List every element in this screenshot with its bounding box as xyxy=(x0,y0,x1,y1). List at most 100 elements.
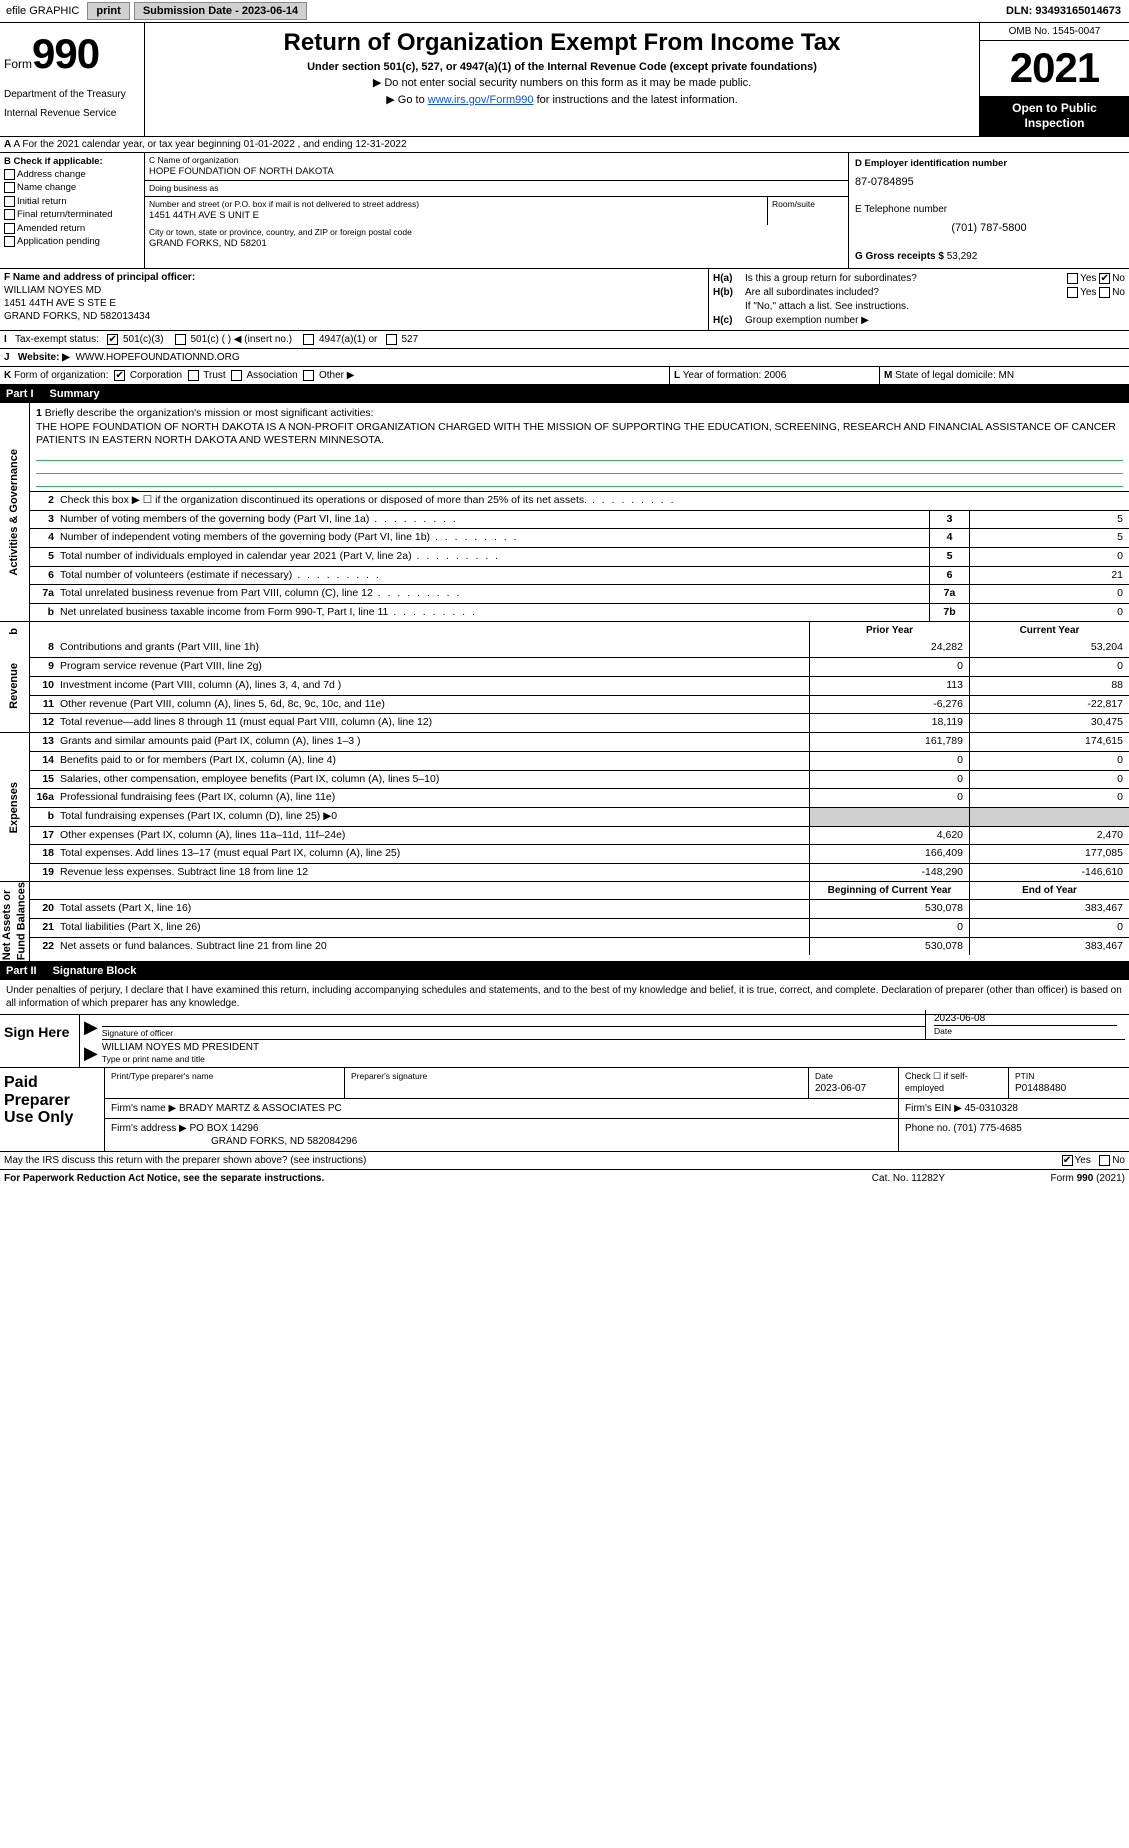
lbl-initial-return: Initial return xyxy=(17,196,67,207)
line-num: 2 xyxy=(30,492,58,510)
chk-other[interactable] xyxy=(303,370,314,381)
line-num: 7a xyxy=(30,585,58,603)
street-val: 1451 44TH AVE S UNIT E xyxy=(149,210,763,222)
final-row: For Paperwork Reduction Act Notice, see … xyxy=(0,1170,1129,1187)
gross-receipts: G Gross receipts $ 53,292 xyxy=(855,250,1123,263)
vtab-net-assets: Net Assets or Fund Balances xyxy=(0,882,30,960)
row-i-tax-status: I Tax-exempt status: 501(c)(3) 501(c) ( … xyxy=(0,331,1129,349)
prep-self-emp-lbl: Check ☐ if self-employed xyxy=(905,1071,1002,1094)
fin-row-13: 13Grants and similar amounts paid (Part … xyxy=(30,733,1129,751)
cell-current-year: 0 xyxy=(969,919,1129,937)
cell-current-year: 383,467 xyxy=(969,938,1129,956)
chk-app-pending[interactable] xyxy=(4,236,15,247)
tel-val: (701) 787-5800 xyxy=(855,219,1123,235)
fin-row-14: 14Benefits paid to or for members (Part … xyxy=(30,751,1129,770)
block-fh: F Name and address of principal officer:… xyxy=(0,269,1129,331)
firm-phone-lbl: Phone no. xyxy=(905,1123,951,1134)
cell-current-year: 53,204 xyxy=(969,639,1129,657)
arrow-icon: ▶ xyxy=(84,1016,98,1039)
cell-prior-year: 0 xyxy=(809,752,969,770)
col-f-officer: F Name and address of principal officer:… xyxy=(0,269,709,330)
lbl-address-change: Address change xyxy=(17,169,86,180)
line-num: 14 xyxy=(30,752,58,770)
opt-corp: Corporation xyxy=(130,370,182,381)
row-klm: K Form of organization: Corporation Trus… xyxy=(0,367,1129,385)
mission-lbl: Briefly describe the organization's miss… xyxy=(45,407,374,419)
chk-address-change[interactable] xyxy=(4,169,15,180)
line-box-num: 7a xyxy=(929,585,969,603)
cell-current-year: 0 xyxy=(969,771,1129,789)
firm-phone-box: Phone no. (701) 775-4685 xyxy=(899,1119,1129,1151)
sig-officer-field[interactable]: Signature of officer xyxy=(102,1026,925,1039)
cell-prior-year: -148,290 xyxy=(809,864,969,882)
ha-no[interactable] xyxy=(1099,273,1110,284)
summary-row-b: bNet unrelated business taxable income f… xyxy=(30,603,1129,622)
dba-box: Doing business as xyxy=(145,181,848,197)
hc-lbl: H(c) xyxy=(713,314,745,327)
blank-line-1 xyxy=(36,450,1123,461)
chk-initial-return[interactable] xyxy=(4,196,15,207)
line-num: 21 xyxy=(30,919,58,937)
chk-4947[interactable] xyxy=(303,334,314,345)
discuss-no[interactable] xyxy=(1099,1155,1110,1166)
open-l2: Inspection xyxy=(982,116,1127,132)
hb-note: If "No," attach a list. See instructions… xyxy=(745,300,1125,313)
line-box-val: 0 xyxy=(969,585,1129,603)
line-desc: Total number of individuals employed in … xyxy=(58,548,929,566)
ein-val: 87-0784895 xyxy=(855,173,1123,189)
submission-date-button[interactable]: Submission Date - 2023-06-14 xyxy=(134,2,307,20)
f-lbl: F Name and address of principal officer: xyxy=(4,272,195,283)
chk-trust[interactable] xyxy=(188,370,199,381)
summary-row-6: 6Total number of volunteers (estimate if… xyxy=(30,566,1129,585)
cell-prior-year: 0 xyxy=(809,919,969,937)
chk-501c3[interactable] xyxy=(107,334,118,345)
ha-yes[interactable] xyxy=(1067,273,1078,284)
line-desc: Number of voting members of the governin… xyxy=(58,511,929,529)
print-button[interactable]: print xyxy=(87,2,129,20)
chk-assoc[interactable] xyxy=(231,370,242,381)
chk-corp[interactable] xyxy=(114,370,125,381)
mission-num: 1 xyxy=(36,407,42,419)
firm-addr-l1: PO BOX 14296 xyxy=(190,1123,259,1134)
fin-row-19: 19Revenue less expenses. Subtract line 1… xyxy=(30,863,1129,882)
line-num: 9 xyxy=(30,658,58,676)
prep-row-3: Firm's address ▶ PO BOX 14296 GRAND FORK… xyxy=(105,1119,1129,1151)
cell-current-year: 177,085 xyxy=(969,845,1129,863)
discuss-text: May the IRS discuss this return with the… xyxy=(4,1154,1062,1167)
line-num: 3 xyxy=(30,511,58,529)
firm-name-box: Firm's name ▶ BRADY MARTZ & ASSOCIATES P… xyxy=(105,1099,899,1118)
opt-other: Other ▶ xyxy=(319,370,354,381)
line-box-val: 21 xyxy=(969,567,1129,585)
sect-activities-governance: Activities & Governance 1 Briefly descri… xyxy=(0,403,1129,622)
discuss-yes[interactable] xyxy=(1062,1155,1073,1166)
chk-final-return[interactable] xyxy=(4,209,15,220)
line-box-num: 3 xyxy=(929,511,969,529)
lbl-amended: Amended return xyxy=(17,223,85,234)
hb-yes[interactable] xyxy=(1067,287,1078,298)
col-b-checkboxes: B Check if applicable: Address change Na… xyxy=(0,153,145,268)
opt-4947: 4947(a)(1) or xyxy=(319,334,377,345)
tax-year: 2021 xyxy=(980,41,1129,97)
block-bcd: B Check if applicable: Address change Na… xyxy=(0,153,1129,269)
cell-prior-year: 24,282 xyxy=(809,639,969,657)
hc-txt: Group exemption number ▶ xyxy=(745,314,1125,327)
fin-row-18: 18Total expenses. Add lines 13–17 (must … xyxy=(30,844,1129,863)
fin-row-20: 20Total assets (Part X, line 16)530,0783… xyxy=(30,899,1129,918)
firm-addr-box: Firm's address ▶ PO BOX 14296 GRAND FORK… xyxy=(105,1119,899,1151)
current-year-hdr: Current Year xyxy=(969,622,1129,639)
discuss-yn: Yes No xyxy=(1062,1154,1125,1167)
sign-here-label: Sign Here xyxy=(0,1015,80,1067)
line-box-val: 0 xyxy=(969,604,1129,622)
chk-501c[interactable] xyxy=(175,334,186,345)
chk-amended[interactable] xyxy=(4,223,15,234)
hb-no[interactable] xyxy=(1099,287,1110,298)
omb-number: OMB No. 1545-0047 xyxy=(980,23,1129,41)
chk-name-change[interactable] xyxy=(4,182,15,193)
cell-current-year: 0 xyxy=(969,752,1129,770)
line-num: 8 xyxy=(30,639,58,657)
irs-link[interactable]: www.irs.gov/Form990 xyxy=(428,94,534,106)
line-num: b xyxy=(30,604,58,622)
open-to-public: Open to Public Inspection xyxy=(980,97,1129,136)
chk-527[interactable] xyxy=(386,334,397,345)
line-box-val: 5 xyxy=(969,529,1129,547)
